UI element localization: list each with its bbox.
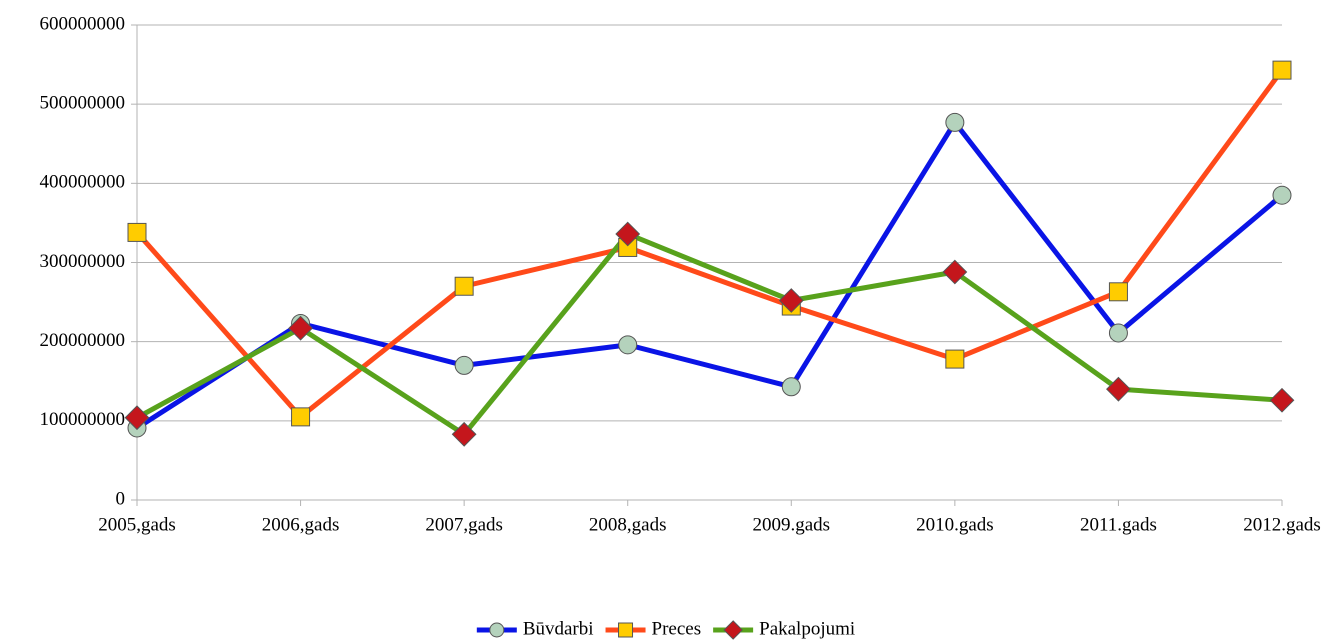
point — [942, 259, 968, 285]
y-tick-label: 0 — [116, 488, 126, 509]
point — [288, 315, 313, 341]
point — [451, 421, 477, 447]
series-line — [135, 231, 1283, 437]
point — [1272, 60, 1292, 80]
series-line — [135, 68, 1285, 420]
point — [781, 377, 801, 397]
legend: Būvdarbi Preces Pakalpojumi — [476, 618, 855, 640]
y-tick-label: 200000000 — [40, 330, 126, 351]
y-tick-label: 100000000 — [40, 409, 126, 430]
point — [1108, 323, 1128, 343]
point — [124, 405, 150, 431]
y-tick-label: 300000000 — [40, 251, 126, 272]
x-tick-label: 2012.gads — [1243, 514, 1321, 535]
legend-marker — [723, 620, 743, 640]
legend-marker — [489, 622, 505, 638]
legend-label: Pakalpojumi — [759, 618, 855, 639]
legend-item: Pakalpojumi — [713, 618, 855, 640]
point — [945, 112, 965, 132]
y-tick-label: 500000000 — [40, 93, 126, 114]
y-tick-label: 600000000 — [40, 13, 126, 34]
point — [1108, 282, 1128, 302]
legend-item: Preces — [605, 618, 702, 639]
point — [454, 276, 474, 296]
point — [454, 355, 474, 375]
y-tick-label: 400000000 — [40, 172, 126, 193]
series-line — [135, 119, 1284, 431]
x-tick-label: 2006,gads — [262, 514, 340, 535]
point — [618, 335, 638, 355]
point — [1272, 185, 1292, 205]
x-tick-label: 2009.gads — [752, 514, 830, 535]
legend-label: Preces — [652, 618, 702, 639]
legend-item: Būvdarbi — [476, 618, 594, 639]
point — [1269, 387, 1295, 413]
point — [778, 288, 804, 313]
point — [945, 349, 965, 369]
point — [127, 222, 147, 242]
point — [291, 407, 311, 427]
x-tick-label: 2005,gads — [98, 514, 176, 535]
x-tick-label: 2008,gads — [589, 514, 667, 535]
x-tick-label: 2010.gads — [916, 514, 994, 535]
x-tick-label: 2011.gads — [1080, 514, 1157, 535]
legend-marker — [618, 622, 634, 638]
x-tick-label: 2007,gads — [425, 514, 503, 535]
point — [615, 221, 641, 247]
point — [1106, 376, 1131, 402]
legend-label: Būvdarbi — [523, 618, 594, 639]
